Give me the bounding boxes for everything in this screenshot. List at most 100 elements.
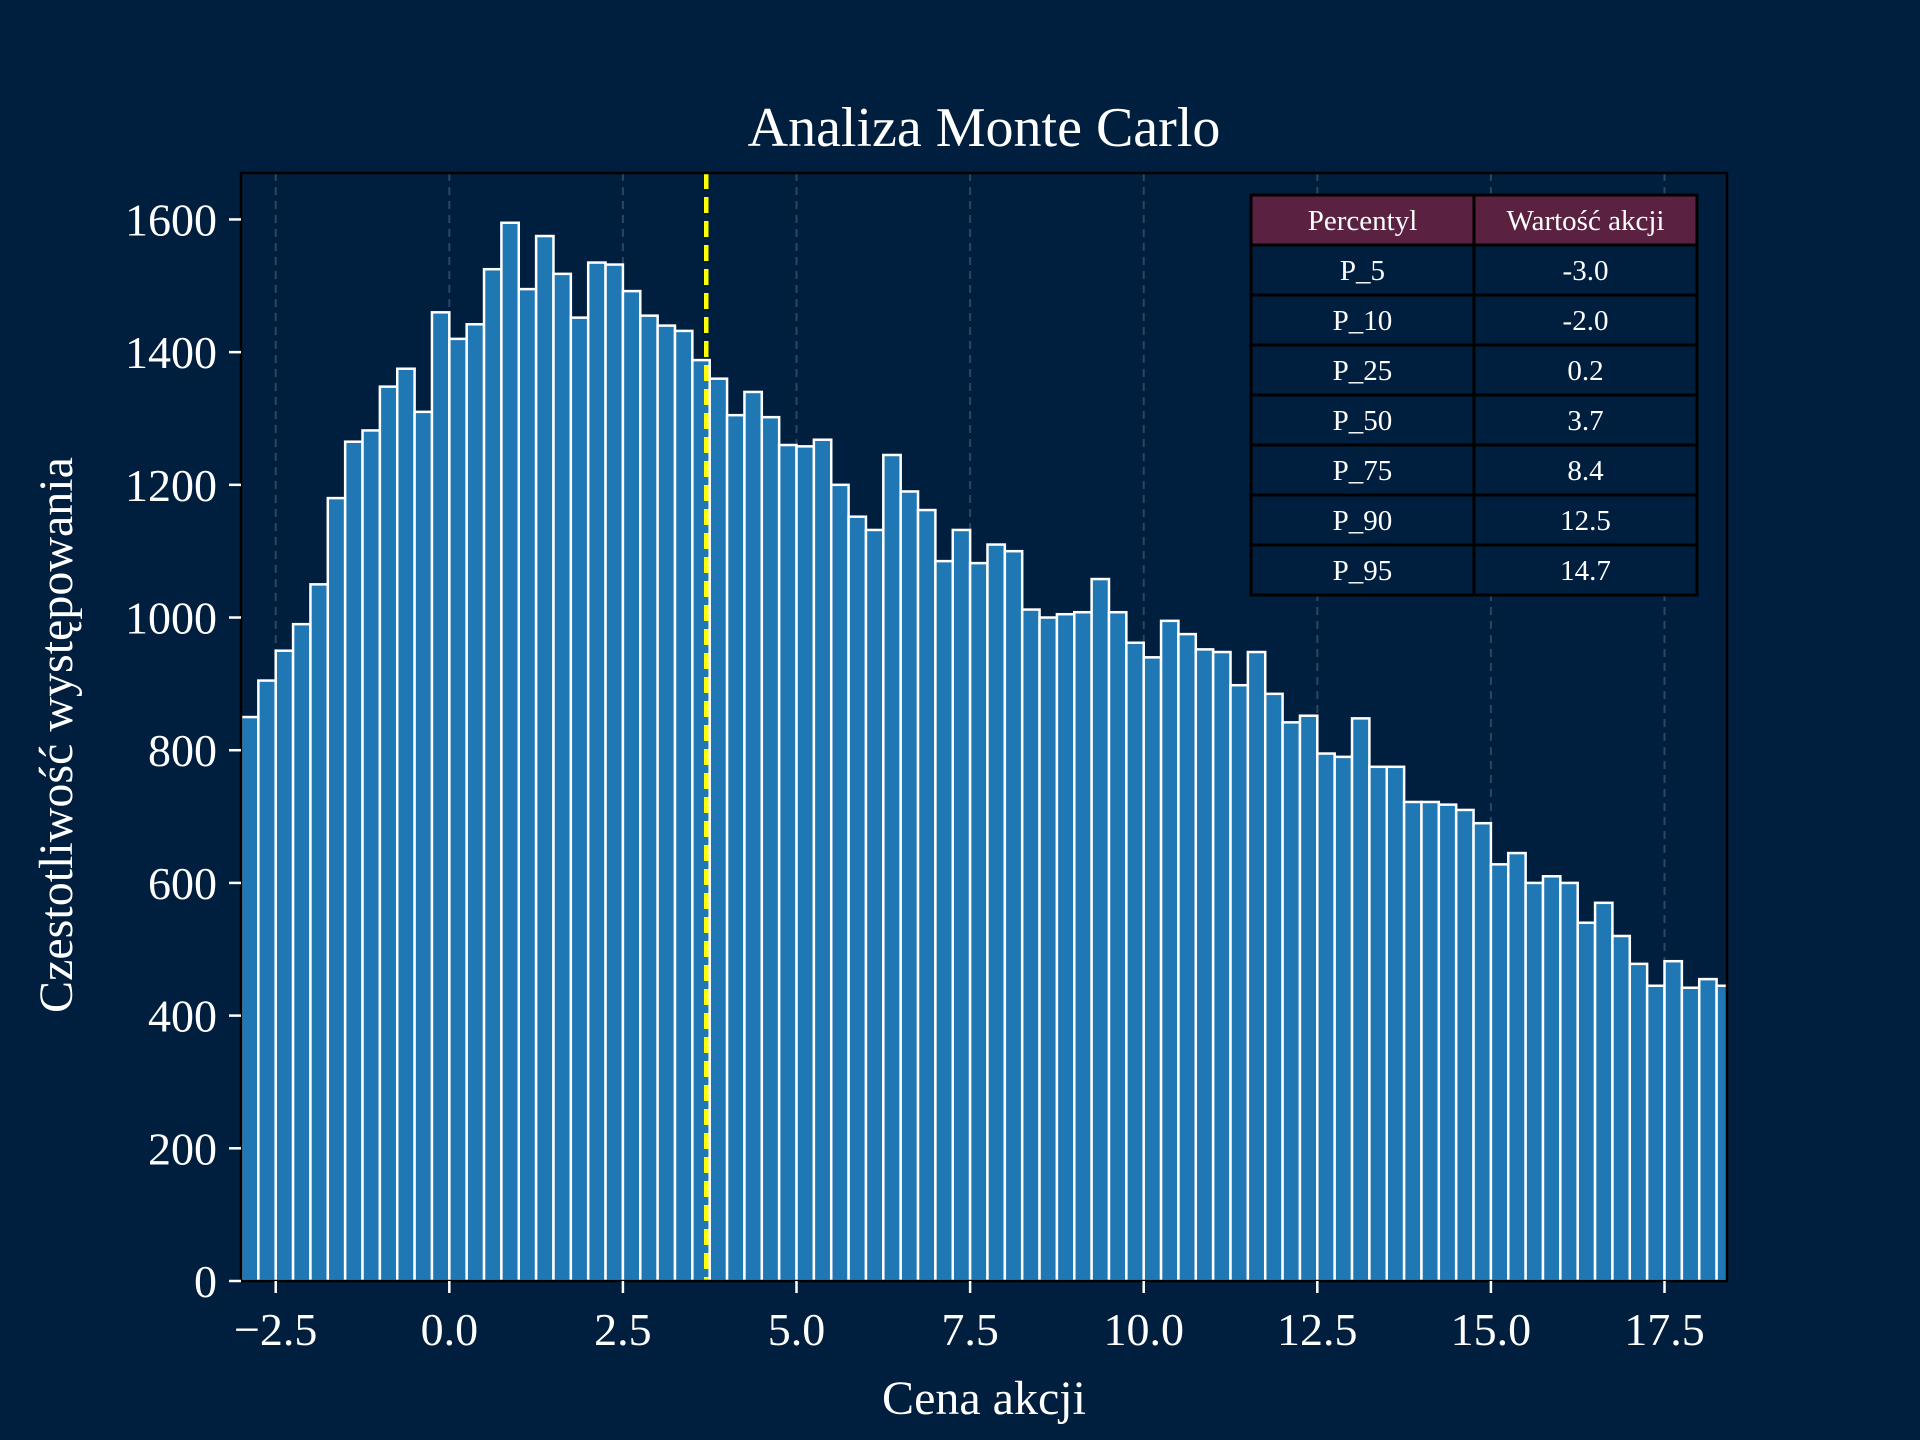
- histogram-bar-11: [430, 311, 451, 1281]
- histogram-bar-49: [1090, 577, 1111, 1281]
- histogram-bar-53: [1159, 619, 1180, 1281]
- x-tick-label-8: 17.5: [1624, 1304, 1705, 1355]
- histogram-bar-59: [1263, 692, 1284, 1281]
- histogram-bar-63: [1333, 755, 1354, 1281]
- y-tick-label-1: 200: [148, 1123, 217, 1174]
- histogram-bar-78: [1593, 901, 1614, 1281]
- histogram-bar-2: [274, 649, 295, 1281]
- percentile-table: Percentyl Wartość akcji P_5 -3.0 P_10 -2.0 P_2…: [1249, 193, 1699, 597]
- y-tick-label-8: 1600: [125, 194, 217, 245]
- histogram-bar-72: [1489, 863, 1510, 1281]
- histogram-bar-48: [1073, 610, 1093, 1281]
- y-tick-label-3: 600: [148, 858, 217, 909]
- histogram-bar-74: [1524, 881, 1545, 1281]
- histogram-bar-37: [882, 453, 902, 1281]
- histogram-bar-18: [552, 272, 573, 1281]
- y-tick-label-2: 400: [148, 991, 217, 1042]
- histogram-bar-81: [1645, 984, 1666, 1281]
- histogram-bar-39: [916, 508, 937, 1281]
- histogram-bar-84: [1697, 977, 1718, 1281]
- histogram-bar-51: [1125, 641, 1145, 1281]
- histogram-bar-38: [899, 490, 920, 1281]
- histogram-bar-27: [708, 377, 729, 1281]
- table-cell-text-3-0: P_25: [1333, 355, 1393, 387]
- y-tick-label-5: 1000: [125, 593, 217, 644]
- y-tick-label-0: 0: [194, 1256, 217, 1307]
- y-tick-label-4: 800: [148, 725, 217, 776]
- histogram-bar-50: [1107, 610, 1128, 1281]
- table-cell-text-4-1: 3.7: [1567, 405, 1603, 437]
- histogram-bar-0: [241, 715, 260, 1281]
- histogram-bar-4: [309, 583, 330, 1281]
- histogram-bar-82: [1663, 959, 1684, 1281]
- histogram-bar-71: [1472, 821, 1493, 1281]
- histogram-bar-23: [639, 314, 659, 1281]
- table-cell-6-0: [1249, 493, 1476, 547]
- x-tick-label-7: 15.0: [1451, 1304, 1532, 1355]
- histogram-bar-7: [361, 429, 382, 1281]
- table-cell-3-1: [1472, 343, 1699, 397]
- histogram-bar-30: [760, 415, 781, 1281]
- histogram-bar-3: [291, 622, 312, 1281]
- histogram-bar-36: [864, 528, 885, 1281]
- histogram-bar-70: [1454, 808, 1475, 1281]
- x-axis-label: Cena akcji: [882, 1372, 1086, 1425]
- table-cell-text-6-1: 12.5: [1560, 505, 1611, 537]
- histogram-bar-15: [500, 221, 521, 1281]
- histogram-bar-68: [1420, 800, 1441, 1281]
- table-header-text-0-1: Wartość akcji: [1507, 205, 1665, 237]
- histogram-bar-57: [1229, 683, 1250, 1281]
- histogram-bar-44: [1003, 549, 1024, 1281]
- histogram-bar-31: [777, 443, 798, 1281]
- histogram-bar-14: [482, 267, 503, 1281]
- table-cell-text-2-1: -2.0: [1563, 305, 1609, 337]
- histogram-bar-35: [847, 515, 868, 1281]
- histogram-bar-25: [673, 329, 694, 1281]
- histogram-bar-29: [743, 390, 764, 1281]
- y-tick-label-7: 1400: [125, 327, 217, 378]
- histogram-bar-10: [413, 410, 434, 1281]
- histogram-bar-77: [1576, 921, 1597, 1281]
- histogram-bar-9: [395, 367, 416, 1281]
- histogram-bar-69: [1437, 803, 1458, 1281]
- histogram-bar-75: [1541, 875, 1562, 1281]
- table-cell-6-1: [1472, 493, 1699, 547]
- histogram-bar-42: [968, 561, 989, 1281]
- histogram-bar-47: [1055, 612, 1076, 1281]
- histogram-bar-1: [257, 679, 277, 1281]
- histogram-bar-6: [343, 440, 364, 1281]
- table-header-cell-0-0: [1249, 193, 1476, 247]
- table-cell-text-1-0: P_5: [1340, 255, 1385, 287]
- y-tick-label-6: 1200: [125, 460, 217, 511]
- table-cell-7-1: [1472, 543, 1699, 597]
- histogram-bar-62: [1316, 752, 1336, 1281]
- table-header-text-0-0: Percentyl: [1308, 205, 1418, 237]
- histogram-bar-65: [1368, 765, 1388, 1281]
- histogram-bar-66: [1385, 765, 1406, 1281]
- histogram-bar-13: [465, 323, 486, 1281]
- x-tick-label-4: 7.5: [941, 1304, 999, 1355]
- histogram-bars: [241, 221, 1727, 1281]
- table-cell-text-6-0: P_90: [1333, 505, 1393, 537]
- table-cell-text-3-1: 0.2: [1567, 355, 1603, 387]
- table-cell-text-7-0: P_95: [1333, 555, 1393, 587]
- table-cell-text-2-0: P_10: [1333, 305, 1393, 337]
- x-tick-label-6: 12.5: [1277, 1304, 1358, 1355]
- histogram-bar-60: [1281, 721, 1302, 1281]
- histogram-bar-19: [569, 316, 590, 1281]
- histogram-bar-80: [1628, 962, 1649, 1281]
- x-tick-label-0: −2.5: [234, 1304, 317, 1355]
- table-cell-text-7-1: 14.7: [1560, 555, 1611, 587]
- x-tick-label-3: 5.0: [768, 1304, 826, 1355]
- histogram-bar-76: [1559, 881, 1579, 1281]
- table-cell-2-0: [1249, 293, 1476, 347]
- table-cell-2-1: [1472, 293, 1699, 347]
- axes: −2.5 0.0 2.5 5.0 7.5 10.0 12.5 15.0 17.5 0 200 400 6…: [125, 171, 1729, 1355]
- histogram-bar-32: [795, 445, 816, 1281]
- histogram-bar-43: [986, 543, 1007, 1281]
- x-tick-label-2: 2.5: [594, 1304, 652, 1355]
- histogram-bar-45: [1020, 608, 1041, 1281]
- histogram-bar-46: [1038, 616, 1059, 1281]
- table-cell-text-5-0: P_75: [1333, 455, 1393, 487]
- histogram-bar-73: [1507, 851, 1527, 1281]
